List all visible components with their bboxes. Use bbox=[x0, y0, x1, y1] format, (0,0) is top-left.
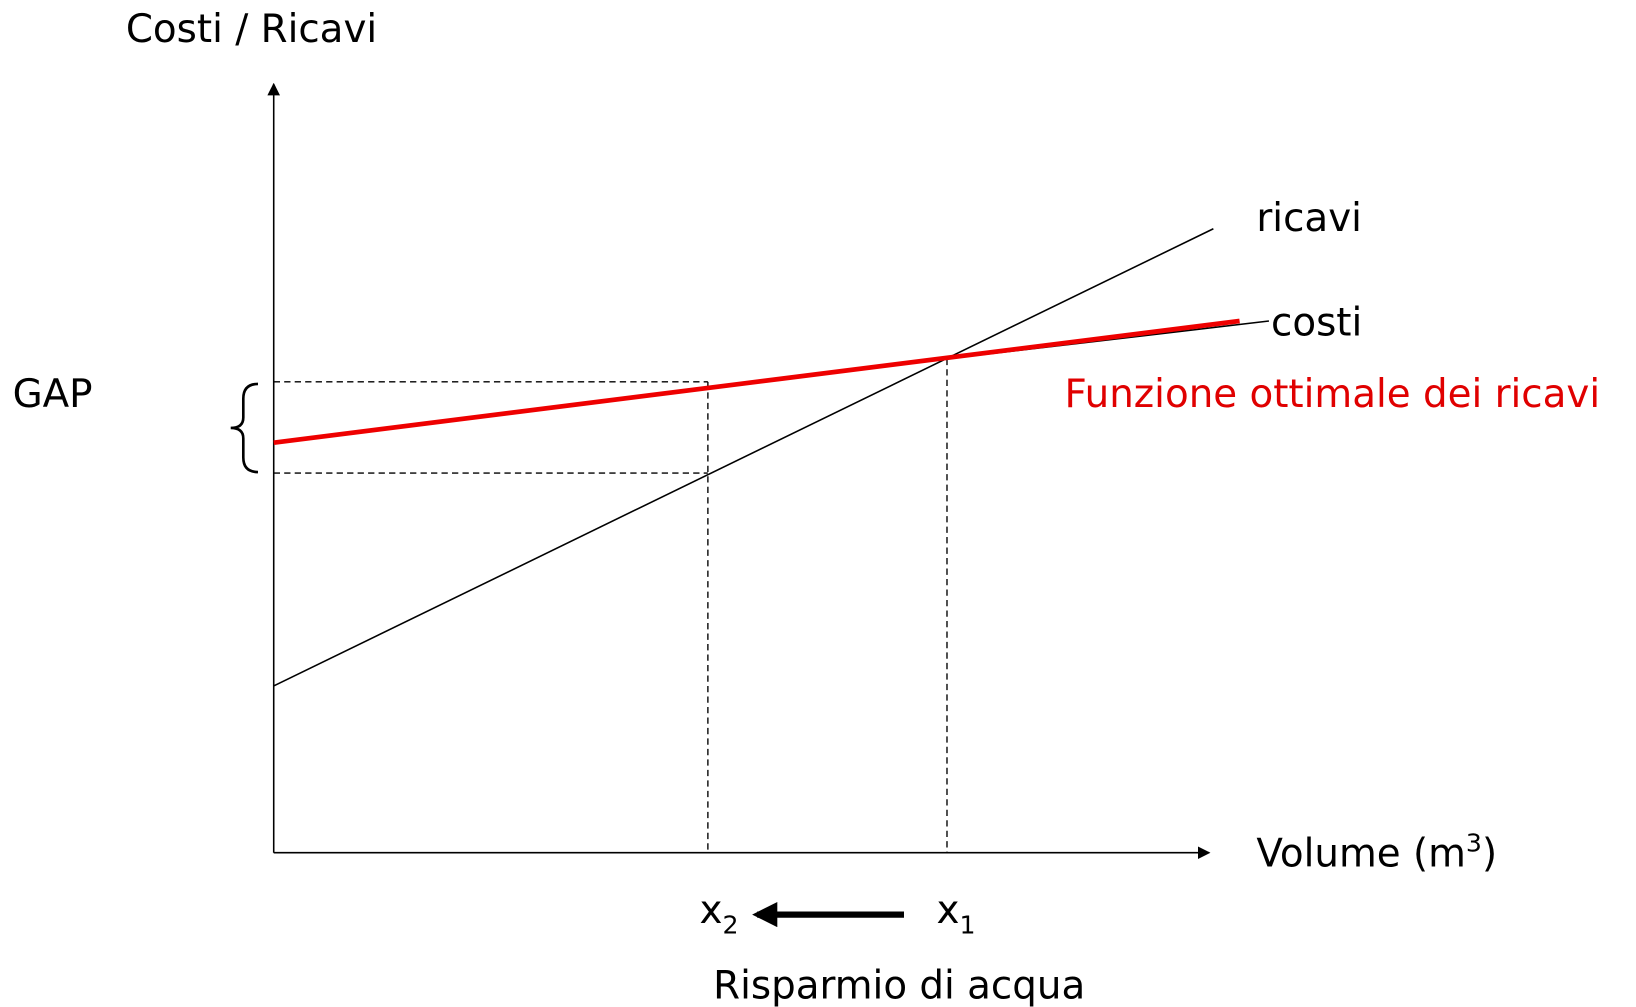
point-sub: 2 bbox=[722, 910, 738, 939]
y-axis-label: Costi / Ricavi bbox=[126, 7, 377, 52]
gap-label: GAP bbox=[13, 372, 93, 417]
point-sub: 1 bbox=[959, 910, 975, 939]
optimal-line bbox=[273, 318, 1240, 446]
x-axis-label-end: ) bbox=[1482, 831, 1497, 876]
x-axis-label-text: Volume (m bbox=[1256, 831, 1466, 876]
point-x1: x1 bbox=[937, 888, 976, 939]
revenue-line bbox=[273, 228, 1214, 687]
caption: Risparmio di acqua bbox=[713, 963, 1085, 1007]
gap-brace bbox=[230, 382, 259, 474]
x-axis-label: Volume (m3) bbox=[1256, 829, 1497, 877]
revenue-label: ricavi bbox=[1256, 196, 1362, 241]
x-axis-label-sup: 3 bbox=[1466, 829, 1482, 858]
point-x2: x2 bbox=[699, 888, 738, 939]
point-label: x bbox=[699, 888, 722, 933]
optimal-label: Funzione ottimale dei ricavi bbox=[1064, 372, 1600, 417]
point-label: x bbox=[937, 888, 960, 933]
guide-lines bbox=[273, 358, 948, 853]
cost-label: costi bbox=[1271, 301, 1362, 346]
